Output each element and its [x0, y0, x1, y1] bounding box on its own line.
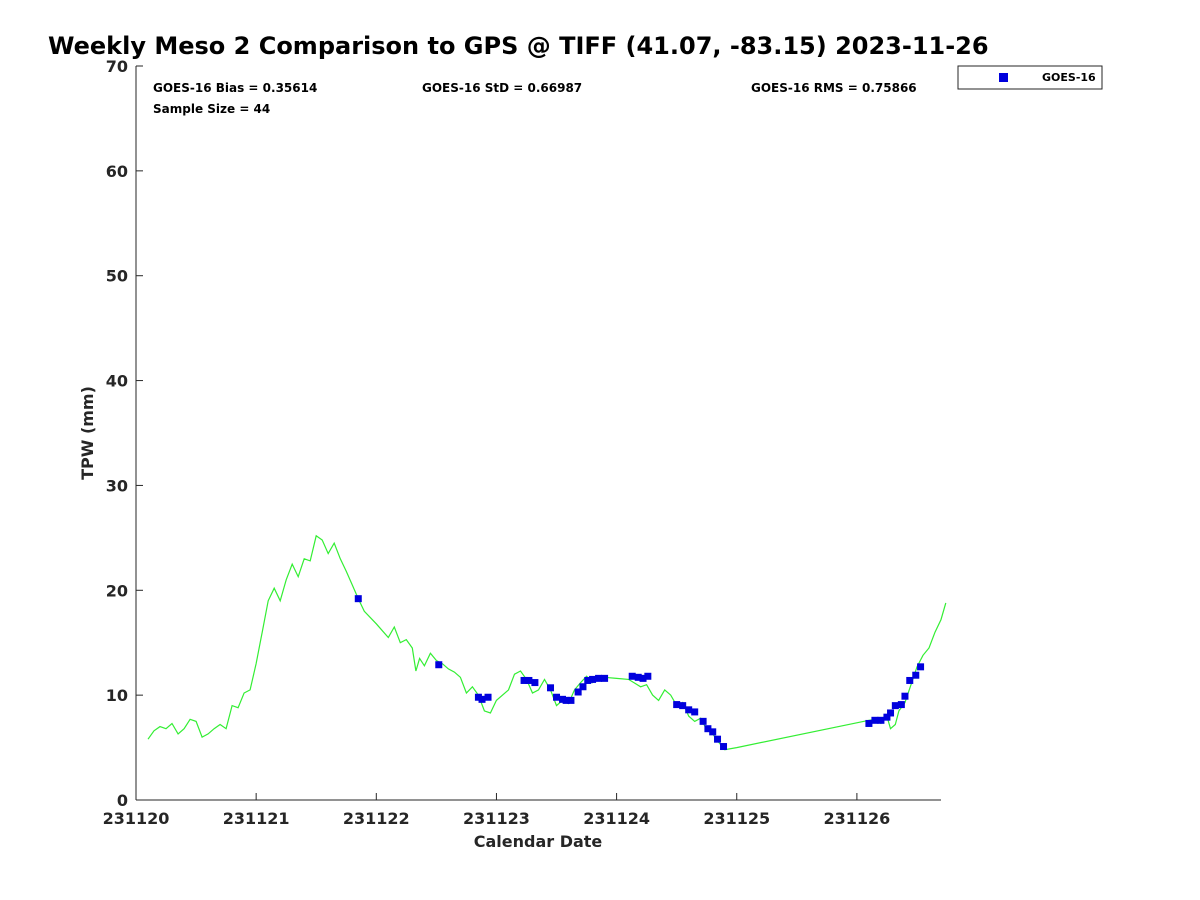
- x-tick-label: 231124: [583, 809, 650, 828]
- y-tick-label: 0: [117, 791, 128, 810]
- x-tick-label: 231125: [703, 809, 770, 828]
- goes-16-point: [679, 702, 687, 710]
- goes-16-point: [531, 679, 539, 687]
- goes-16-markers: [354, 595, 925, 751]
- goes-16-point: [520, 676, 528, 684]
- legend-marker-icon: [999, 73, 1008, 82]
- y-tick-label: 50: [106, 267, 128, 286]
- chart-title: Weekly Meso 2 Comparison to GPS @ TIFF (…: [48, 32, 989, 60]
- goes-16-point: [559, 695, 567, 703]
- x-tick-label: 231122: [343, 809, 410, 828]
- goes-16-point: [474, 693, 482, 701]
- goes-16-point: [714, 735, 722, 743]
- goes-16-point: [720, 743, 728, 751]
- goes-16-point: [865, 719, 873, 727]
- goes-16-point: [601, 674, 609, 682]
- x-tick-label: 231126: [823, 809, 890, 828]
- goes-16-point: [553, 693, 561, 701]
- goes-16-point: [562, 696, 570, 704]
- goes-16-point: [525, 676, 533, 684]
- y-tick-label: 10: [106, 686, 128, 705]
- goes-16-point: [917, 663, 925, 671]
- y-ticks: 0 10 20 30 40 50 60 70: [106, 57, 143, 810]
- gps-tpw-line: [147, 534, 947, 751]
- legend-box: [957, 65, 1103, 90]
- goes-16-point: [639, 674, 647, 682]
- y-axis-label: TPW (mm): [78, 386, 97, 480]
- goes-16-point: [704, 725, 712, 733]
- goes-16-point: [897, 701, 905, 709]
- goes-16-point: [634, 673, 642, 681]
- goes-16-point: [901, 692, 909, 700]
- goes-16-point: [691, 708, 699, 716]
- goes-16-point: [478, 695, 486, 703]
- goes-16-point: [883, 713, 891, 721]
- goes-16-point: [685, 706, 693, 714]
- sample-size-stat: Sample Size = 44: [153, 102, 270, 116]
- goes-16-point: [871, 716, 879, 724]
- y-tick-label: 40: [106, 372, 128, 391]
- legend: GOES-16: [957, 65, 1103, 90]
- x-tick-label: 231123: [463, 809, 530, 828]
- x-ticks: 231120 231121 231122 231123 231124 231125 2311…: [103, 793, 890, 828]
- x-axis-label: Calendar Date: [474, 832, 603, 851]
- goes-16-point: [567, 696, 575, 704]
- goes-16-point: [595, 674, 603, 682]
- goes-16-point: [891, 702, 899, 710]
- bias-stat: GOES-16 Bias = 0.35614: [153, 81, 317, 95]
- goes-16-point: [354, 595, 362, 603]
- y-tick-label: 70: [106, 57, 128, 76]
- std-stat: GOES-16 StD = 0.66987: [422, 81, 582, 95]
- y-tick-label: 20: [106, 581, 128, 600]
- y-tick-label: 60: [106, 162, 128, 181]
- goes-16-point: [906, 676, 914, 684]
- goes-16-point: [584, 676, 592, 684]
- goes-16-point: [877, 716, 885, 724]
- y-tick-label: 30: [106, 476, 128, 495]
- legend-label: GOES-16: [1042, 71, 1096, 84]
- goes-16-point: [912, 671, 920, 679]
- goes-16-point: [644, 672, 652, 680]
- goes-16-point: [579, 683, 587, 691]
- goes-16-point: [699, 717, 707, 725]
- goes-16-point: [589, 675, 597, 683]
- goes-16-point: [435, 661, 443, 669]
- rms-stat: GOES-16 RMS = 0.75866: [751, 81, 917, 95]
- goes-16-point: [673, 701, 681, 709]
- goes-16-point: [547, 684, 555, 692]
- goes-16-point: [628, 672, 636, 680]
- goes-16-point: [887, 709, 895, 717]
- goes-16-point: [484, 693, 492, 701]
- goes-16-point: [709, 728, 717, 736]
- x-tick-label: 231121: [223, 809, 290, 828]
- x-tick-label: 231120: [103, 809, 170, 828]
- axes: [135, 66, 941, 801]
- goes-16-point: [574, 688, 582, 696]
